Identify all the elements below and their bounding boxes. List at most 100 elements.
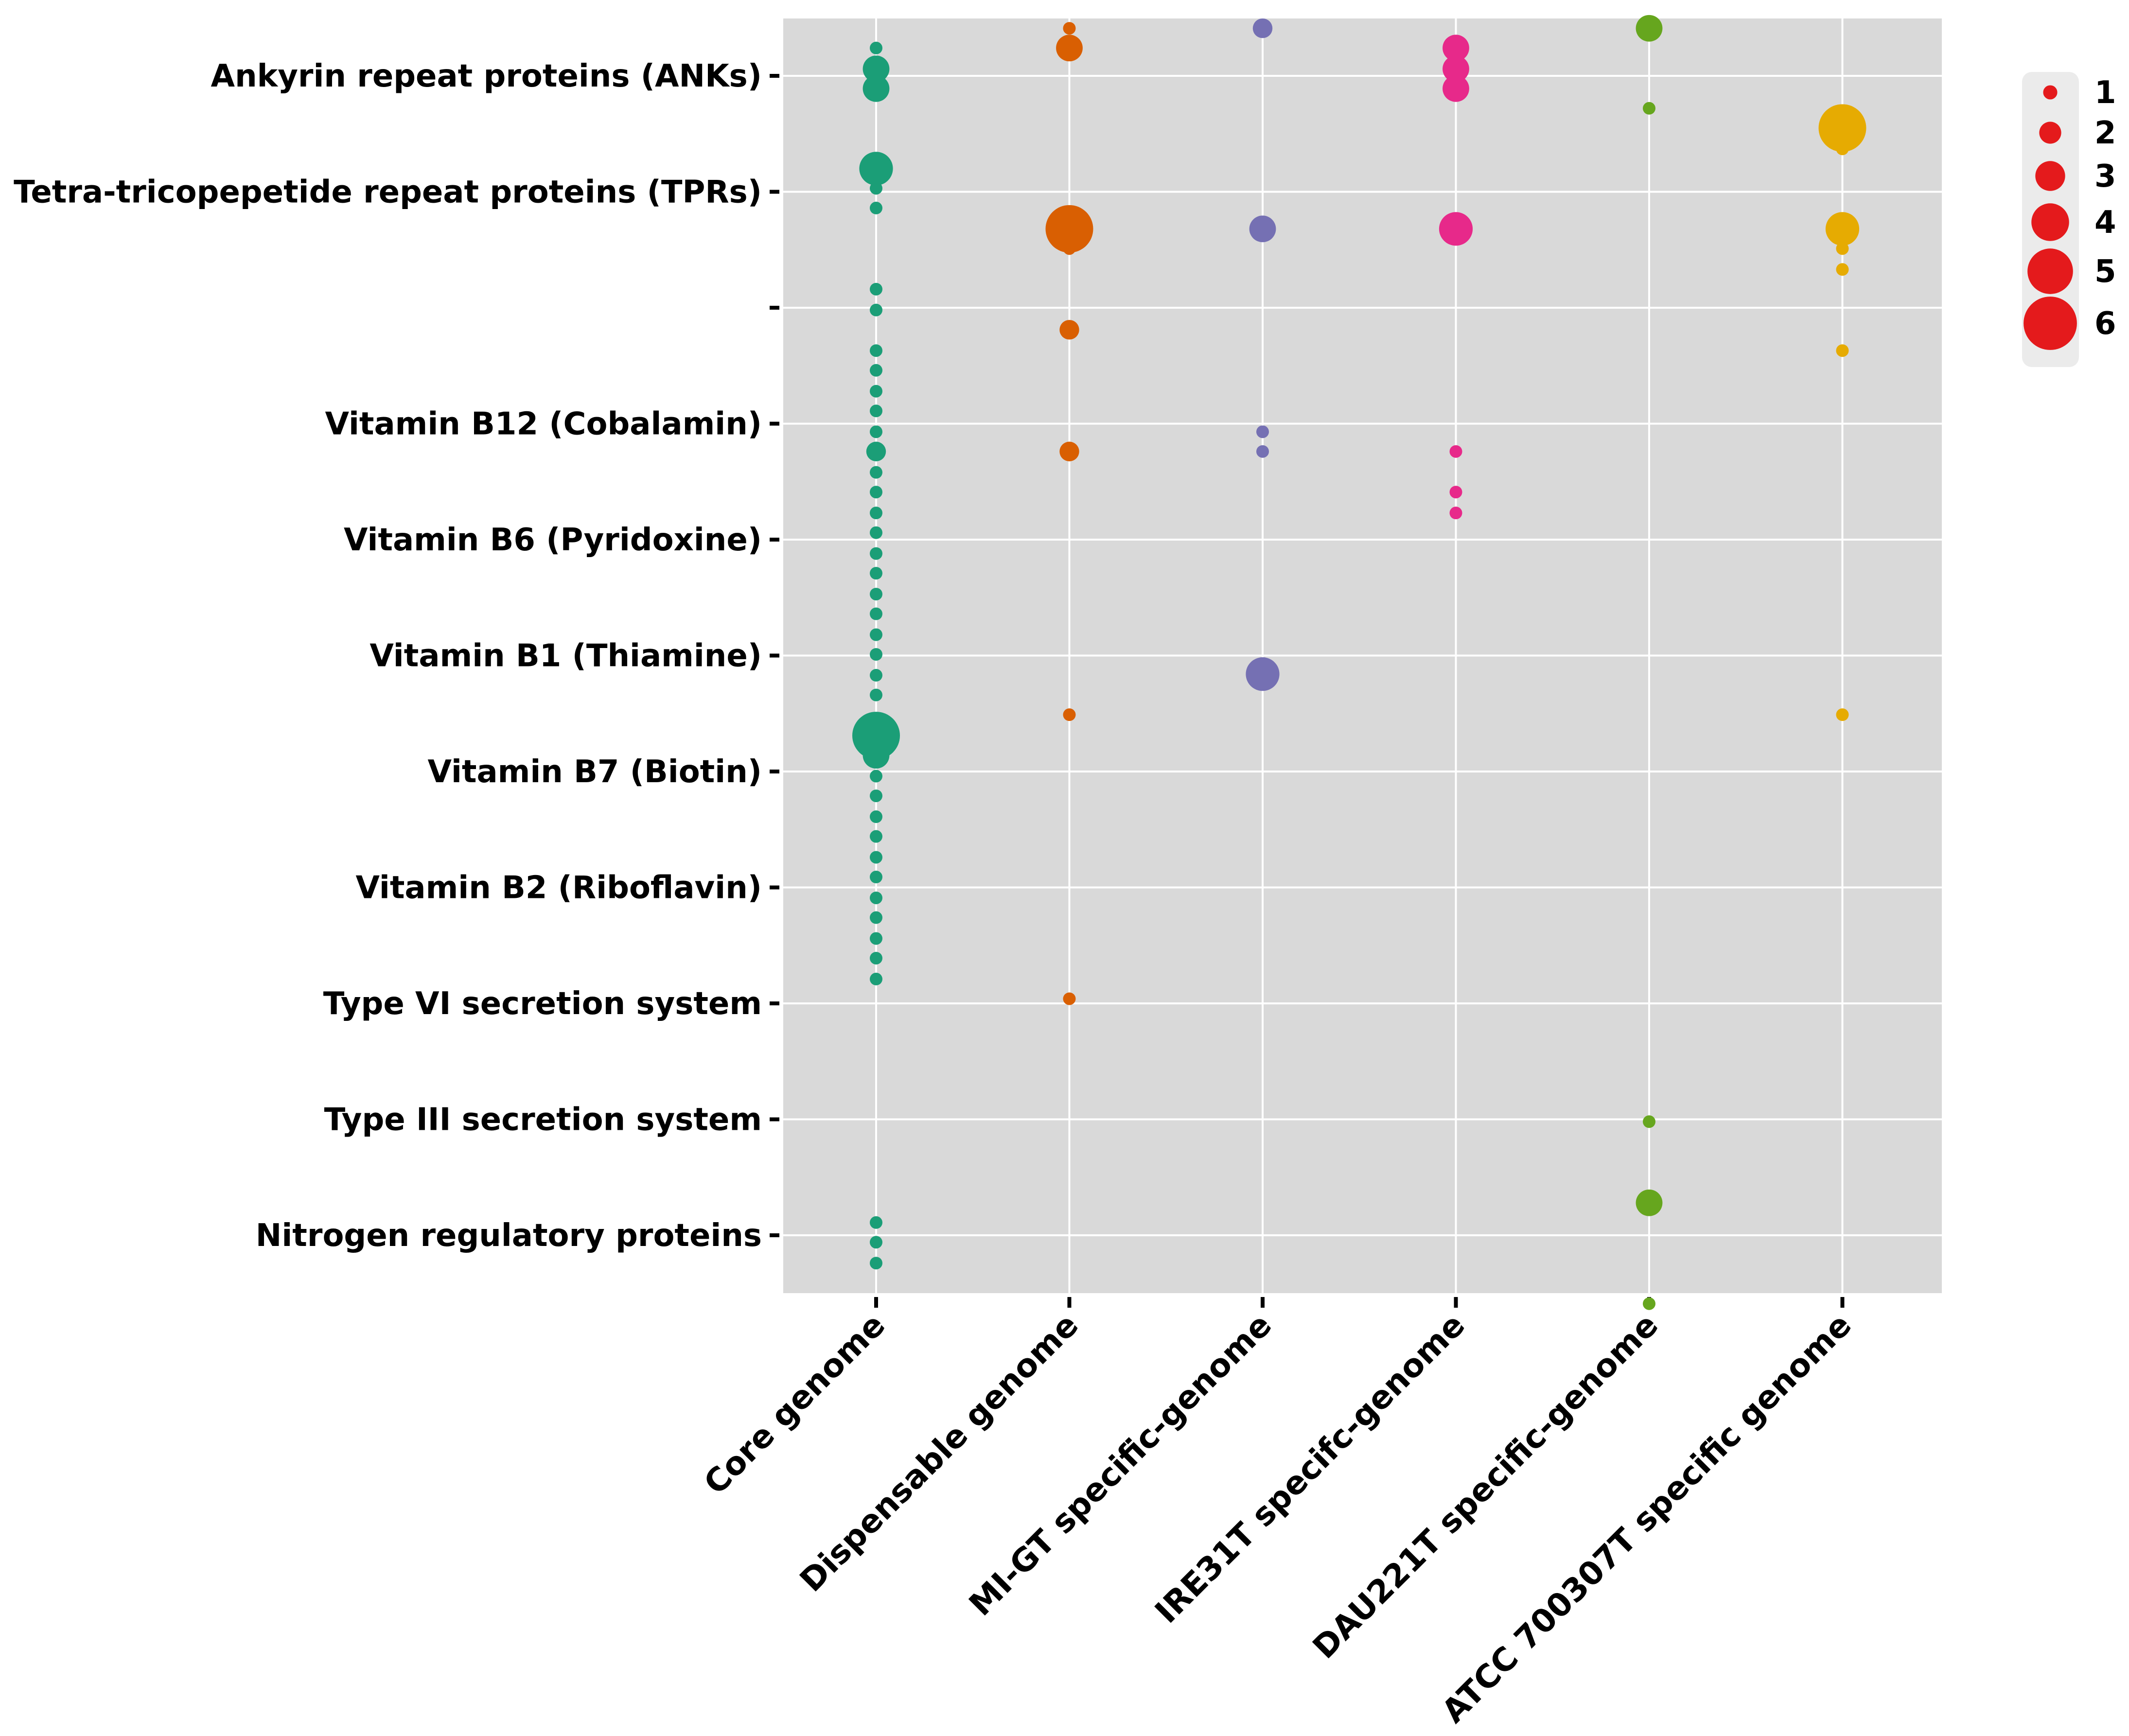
data-point: [870, 588, 882, 601]
data-point: [1439, 212, 1473, 246]
data-point: [870, 688, 882, 701]
data-point: [870, 628, 882, 641]
x-tick-label: Core genome: [697, 1306, 892, 1502]
legend-size-label: 5: [2094, 254, 2116, 290]
data-point: [852, 712, 900, 760]
data-point: [870, 607, 882, 620]
y-tick-label: Ankyrin repeat proteins (ANKs): [211, 58, 762, 94]
data-point: [870, 486, 882, 499]
data-point: [1836, 344, 1849, 357]
data-point: [1449, 486, 1462, 499]
data-point: [1836, 263, 1849, 276]
data-point: [870, 425, 882, 438]
y-tick-label: Tetra-tricopepetide repeat proteins (TPR…: [14, 175, 762, 210]
data-point: [870, 364, 882, 377]
data-point: [1059, 441, 1079, 461]
data-point: [870, 1257, 882, 1270]
data-point: [1443, 75, 1469, 102]
data-point: [1256, 425, 1269, 438]
data-point: [870, 466, 882, 479]
data-point: [1045, 205, 1093, 253]
data-point: [870, 911, 882, 924]
legend-size-key: [2035, 161, 2065, 191]
x-tick-label: MI-GT specific-genome: [962, 1306, 1279, 1623]
data-point: [1249, 215, 1276, 243]
data-point: [859, 152, 893, 186]
data-point: [870, 951, 882, 964]
legend-size-label: 2: [2094, 115, 2116, 151]
data-point: [1443, 55, 1469, 83]
data-point: [1643, 1297, 1655, 1310]
data-point: [870, 810, 882, 824]
data-point: [1256, 445, 1269, 458]
legend-size-key: [2023, 297, 2077, 350]
data-point: [1063, 242, 1076, 255]
data-point: [870, 1236, 882, 1249]
legend-size-label: 6: [2094, 306, 2116, 342]
legend-size-key: [2031, 203, 2069, 241]
data-point: [1063, 22, 1076, 35]
data-point: [1449, 445, 1462, 458]
data-point: [870, 851, 882, 864]
data-point: [862, 742, 890, 769]
y-tick-label: Vitamin B6 (Pyridoxine): [344, 522, 762, 558]
data-point: [1059, 320, 1079, 340]
y-tick-label: Type VI secretion system: [323, 986, 762, 1022]
data-point: [1836, 708, 1849, 721]
y-axis: Ankyrin repeat proteins (ANKs) Tetra-tric…: [14, 58, 779, 1254]
data-points: [852, 15, 1866, 1310]
data-point: [1449, 507, 1462, 520]
data-point: [870, 507, 882, 520]
legend-size-label: 3: [2094, 158, 2116, 194]
data-point: [870, 201, 882, 214]
data-point: [870, 567, 882, 580]
data-point: [1836, 142, 1849, 156]
data-point: [1636, 15, 1663, 42]
data-point: [870, 871, 882, 884]
data-point: [870, 182, 882, 195]
data-point: [870, 669, 882, 682]
data-point: [870, 972, 882, 985]
y-tick-label: Vitamin B2 (Riboflavin): [355, 870, 762, 906]
data-point: [870, 891, 882, 904]
data-point: [1636, 1189, 1663, 1216]
data-point: [1825, 212, 1860, 246]
data-point: [1063, 708, 1076, 721]
data-point: [1836, 242, 1849, 255]
data-point: [870, 648, 882, 661]
data-point: [1246, 657, 1280, 691]
data-point: [870, 932, 882, 945]
x-tick-label: IRE31T specifc-genome: [1148, 1306, 1472, 1631]
data-point: [870, 1216, 882, 1229]
y-tick-label: Vitamin B12 (Cobalamin): [325, 406, 762, 442]
size-legend: 1 2 3 4 5 6: [2022, 72, 2116, 367]
legend-size-key: [2027, 248, 2073, 294]
data-point: [870, 303, 882, 316]
legend-size-label: 1: [2094, 75, 2116, 111]
data-point: [866, 441, 886, 461]
x-tick-label: ATCC 700307T specific genome: [1435, 1306, 1859, 1730]
data-point: [870, 526, 882, 539]
data-point: [1056, 35, 1083, 62]
legend-size-label: 4: [2094, 205, 2116, 241]
data-point: [1643, 1115, 1655, 1128]
data-point: [870, 830, 882, 843]
data-point: [870, 344, 882, 357]
data-point: [1063, 992, 1076, 1005]
data-point: [862, 55, 890, 83]
data-point: [1252, 18, 1273, 38]
data-point: [870, 282, 882, 296]
y-tick-label: Nitrogen regulatory proteins: [256, 1218, 762, 1254]
y-tick-label: Vitamin B1 (Thiamine): [369, 638, 762, 674]
legend-size-key: [2043, 85, 2058, 100]
gridlines: [783, 18, 1942, 1293]
y-tick-label: Vitamin B7 (Biotin): [428, 754, 762, 790]
data-point: [870, 404, 882, 418]
data-point: [1818, 104, 1866, 152]
y-tick-label: Type III secretion system: [324, 1102, 762, 1138]
data-point: [1643, 102, 1655, 115]
data-point: [870, 41, 882, 54]
data-point: [870, 789, 882, 803]
